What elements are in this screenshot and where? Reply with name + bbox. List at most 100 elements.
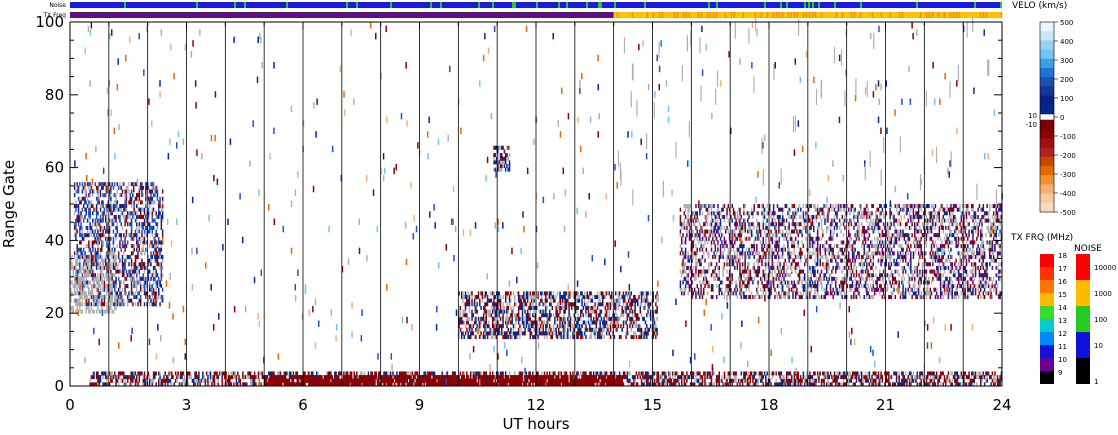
echo-cell bbox=[730, 240, 732, 245]
echo-cell bbox=[616, 298, 618, 303]
echo-cell bbox=[464, 313, 467, 318]
echo-cell bbox=[574, 324, 577, 329]
echo-cell bbox=[854, 233, 856, 238]
echo-cell bbox=[690, 214, 692, 219]
echo-cell bbox=[816, 284, 819, 289]
echo-cell bbox=[90, 273, 93, 278]
echo-cell bbox=[691, 251, 693, 256]
echo-cell bbox=[744, 262, 746, 267]
echo-cell bbox=[101, 305, 103, 310]
echo-cell bbox=[125, 207, 128, 212]
echo-cell bbox=[97, 189, 99, 194]
echo-cell bbox=[75, 229, 77, 234]
echo-cell bbox=[486, 335, 489, 340]
echo-cell bbox=[787, 240, 789, 245]
echo-cell bbox=[511, 313, 513, 318]
echo-cell bbox=[695, 254, 697, 259]
echo-cell bbox=[609, 316, 612, 321]
echo-cell bbox=[811, 251, 814, 256]
echo-cell bbox=[112, 185, 115, 190]
echo-cell bbox=[572, 331, 574, 336]
echo-cell bbox=[141, 265, 143, 270]
echo-cell bbox=[97, 284, 99, 289]
echo-cell bbox=[493, 324, 495, 329]
echo-cell bbox=[491, 316, 494, 321]
echo-cell bbox=[886, 247, 889, 252]
echo-cell bbox=[824, 254, 827, 259]
echo-cell bbox=[921, 265, 924, 270]
echo-cell bbox=[513, 295, 516, 300]
echo-cell bbox=[838, 247, 841, 252]
echo-cell bbox=[819, 214, 821, 219]
echo-cell bbox=[919, 225, 921, 230]
echo-cell bbox=[913, 225, 916, 230]
echo-cell bbox=[930, 269, 933, 274]
echo-cell bbox=[845, 211, 847, 216]
echo-cell bbox=[693, 251, 696, 256]
echo-cell bbox=[726, 207, 728, 212]
echo-cell bbox=[633, 320, 635, 325]
echo-cell bbox=[756, 273, 758, 278]
echo-cell bbox=[613, 313, 616, 318]
echo-cell bbox=[589, 327, 591, 332]
echo-cell bbox=[860, 222, 863, 227]
echo-cell bbox=[849, 218, 851, 223]
echo-cell bbox=[485, 316, 488, 321]
echo-cell bbox=[690, 204, 692, 209]
echo-cell bbox=[494, 320, 497, 325]
echo-cell bbox=[467, 295, 469, 300]
echo-cell bbox=[736, 265, 739, 270]
echo-cell bbox=[565, 298, 568, 303]
echo-cell bbox=[880, 262, 882, 267]
echo-cell bbox=[930, 236, 933, 241]
echo-cell bbox=[714, 276, 717, 281]
echo-cell bbox=[847, 207, 850, 212]
echo-cell bbox=[855, 214, 858, 219]
echo-cell bbox=[471, 295, 473, 300]
echo-cell bbox=[130, 265, 133, 270]
echo-cell bbox=[780, 254, 783, 259]
echo-cell bbox=[84, 251, 86, 256]
echo-cell bbox=[79, 200, 81, 205]
echo-cell bbox=[150, 254, 152, 259]
echo-cell bbox=[71, 309, 73, 314]
echo-cell bbox=[806, 244, 809, 249]
echo-cell bbox=[929, 251, 931, 256]
echo-cell bbox=[775, 273, 777, 278]
echo-cell bbox=[706, 211, 709, 216]
echo-cell bbox=[636, 316, 639, 321]
echo-cell bbox=[835, 269, 837, 274]
echo-cell bbox=[568, 313, 570, 318]
echo-cell bbox=[84, 273, 86, 278]
echo-cell bbox=[523, 295, 525, 300]
echo-cell bbox=[788, 291, 790, 296]
echo-cell bbox=[717, 207, 719, 212]
echo-cell bbox=[493, 331, 495, 336]
echo-cell bbox=[523, 331, 525, 336]
echo-cell bbox=[89, 207, 91, 212]
echo-cell bbox=[731, 204, 733, 209]
echo-cell bbox=[788, 273, 790, 278]
echo-cell bbox=[785, 204, 788, 209]
echo-cell bbox=[108, 207, 111, 212]
echo-cell bbox=[103, 193, 106, 198]
txfreq-mark bbox=[685, 12, 688, 18]
echo-cell bbox=[158, 211, 160, 216]
echo-cell bbox=[515, 320, 517, 325]
echo-cell bbox=[497, 156, 499, 161]
echo-cell bbox=[809, 291, 811, 296]
echo-cell bbox=[76, 204, 78, 209]
echo-cell bbox=[847, 229, 850, 234]
echo-cell bbox=[546, 320, 548, 325]
echo-cell bbox=[726, 254, 728, 259]
echo-cell bbox=[726, 276, 728, 281]
echo-cell bbox=[820, 254, 823, 259]
echo-cell bbox=[718, 284, 721, 289]
echo-cell bbox=[771, 276, 774, 281]
echo-cell bbox=[72, 265, 75, 270]
echo-cell bbox=[576, 298, 578, 303]
echo-cell bbox=[700, 284, 702, 289]
echo-cell bbox=[803, 225, 806, 230]
echo-cell bbox=[763, 262, 766, 267]
echo-cell bbox=[605, 316, 608, 321]
